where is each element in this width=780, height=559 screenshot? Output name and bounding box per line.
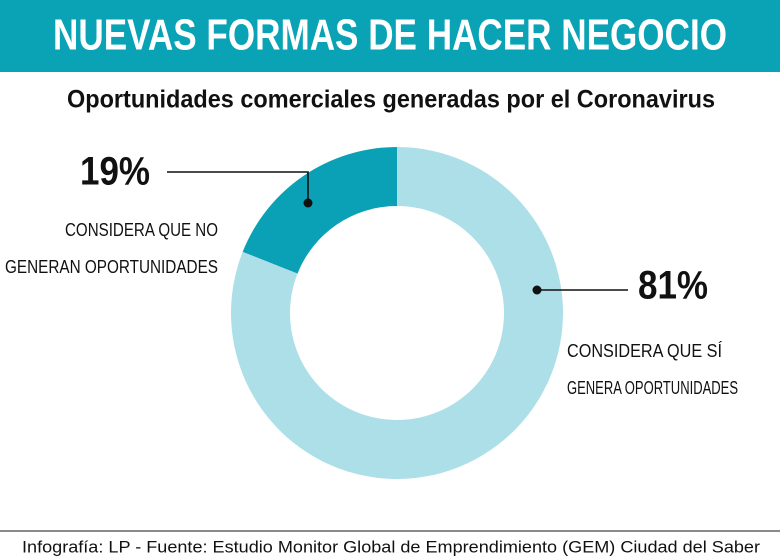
category-label: GENERA OPORTUNIDADES [567,378,738,398]
donut-segment [231,147,563,480]
leader-dot [303,198,313,208]
donut-segment [242,147,397,274]
value-label: 19% [80,150,150,194]
source-note: Infografía: LP - Fuente: Estudio Monitor… [22,537,760,556]
category-label: CONSIDERA QUE NO [65,220,218,240]
category-label: CONSIDERA QUE SÍ [567,341,722,361]
header-bar [0,0,780,72]
leader-line [167,171,309,203]
category-label: GENERAN OPORTUNIDADES [5,257,218,277]
chart-subtitle: Oportunidades comerciales generadas por … [67,86,715,114]
chart-title: NUEVAS FORMAS DE HACER NEGOCIO [53,11,727,60]
leader-dot [532,285,542,295]
value-label: 81% [638,264,708,308]
